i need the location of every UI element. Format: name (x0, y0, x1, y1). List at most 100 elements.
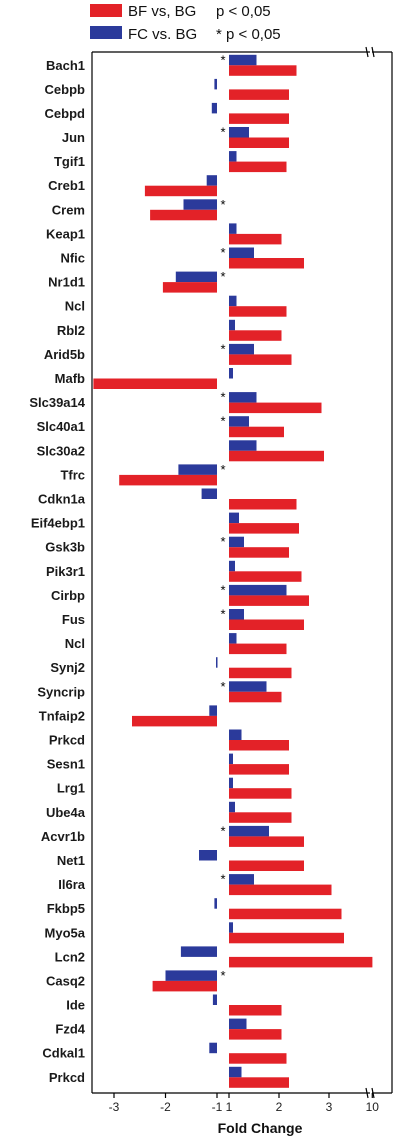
gene-label: Slc30a2 (37, 443, 85, 458)
bar-fc-ide (212, 994, 217, 1005)
legend-note-fc: * p < 0,05 (216, 26, 281, 43)
axis-break-bottom-2 (371, 1087, 375, 1099)
bar-fc-il6ra (229, 874, 254, 885)
bar-fc-net1 (199, 850, 217, 861)
gene-label: Creb1 (48, 178, 85, 193)
bar-bf-prkcd (229, 1077, 289, 1088)
bar-bf-fus (229, 619, 304, 630)
gene-label: Arid5b (44, 347, 85, 362)
significance-star: * (220, 607, 225, 622)
bar-fc-myo5a (229, 922, 233, 933)
bars (93, 54, 373, 1088)
bar-fc-prkcd (229, 1066, 242, 1078)
x-tick-label: -3 (109, 1100, 120, 1114)
bar-bf-jun (229, 137, 289, 148)
significance-star: * (220, 341, 225, 356)
significance-star: * (220, 582, 225, 597)
gene-label: Crem (52, 202, 85, 217)
gene-label: Keap1 (46, 226, 85, 241)
bar-fc-sesn1 (229, 753, 233, 765)
bar-fc-cirbp (229, 584, 287, 596)
gene-label: Lrg1 (57, 781, 85, 796)
bar-fc-nfic (229, 247, 254, 258)
legend-note-bf: p < 0,05 (216, 3, 271, 20)
gene-label: Prkcd (49, 1070, 85, 1085)
bar-bf-bach1 (229, 65, 297, 76)
bar-fc-cebpd (211, 102, 217, 114)
significance-star: * (220, 125, 225, 140)
significance-star: * (220, 534, 225, 549)
bar-fc-gsk3b (229, 536, 244, 548)
bar-fc-tnfaip2 (209, 705, 217, 716)
bar-fc-ncl (229, 295, 237, 307)
gene-label: Ube4a (46, 805, 86, 820)
gene-label: Syncrip (37, 684, 85, 699)
bar-bf-pik3r1 (229, 571, 302, 582)
legend-label-fc: FC vs. BG (128, 26, 197, 43)
bar-bf-fzd4 (229, 1029, 282, 1040)
x-tick-label: -1 (212, 1100, 223, 1114)
gene-label: Myo5a (45, 925, 86, 940)
bar-fc-cdkn1a (201, 488, 217, 499)
gene-label: Prkcd (49, 733, 85, 748)
significance-star: * (220, 462, 225, 477)
legend-label-bf: BF vs, BG (128, 3, 196, 20)
gene-label: Net1 (57, 853, 85, 868)
x-tick-label: 1 (226, 1100, 233, 1114)
bar-bf-cdkn1a (229, 499, 297, 510)
axis-break-top-2 (371, 46, 375, 58)
bar-bf-ube4a (229, 812, 292, 823)
significance-star: * (220, 197, 225, 212)
gene-label: Cebpb (45, 82, 86, 97)
bar-bf-gsk3b (229, 547, 289, 558)
x-tick-label: 3 (326, 1100, 333, 1114)
gene-label: Fkbp5 (47, 901, 85, 916)
gene-label: Cebpd (45, 106, 86, 121)
bar-bf-arid5b (229, 354, 292, 365)
bar-bf-prkcd (229, 740, 289, 751)
bar-fc-fzd4 (229, 1018, 247, 1030)
gene-label: Sesn1 (47, 757, 85, 772)
bar-bf-slc40a1 (229, 426, 284, 438)
bar-bf-nfic (229, 258, 304, 269)
significance-star: * (220, 679, 225, 694)
bar-bf-casq2 (152, 980, 217, 992)
bar-bf-syncrip (229, 691, 282, 703)
significance-star: * (220, 390, 225, 405)
bar-bf-sesn1 (229, 764, 289, 775)
gene-label: Slc40a1 (37, 419, 85, 434)
bar-fc-fkbp5 (214, 898, 217, 909)
gene-label: Bach1 (46, 58, 85, 73)
gene-label: Tfrc (60, 467, 85, 482)
bar-bf-net1 (229, 860, 304, 871)
bar-fc-lrg1 (229, 777, 233, 789)
bar-bf-synj2 (229, 667, 292, 679)
bar-bf-tnfaip2 (132, 715, 217, 727)
bar-fc-keap1 (229, 223, 237, 234)
gene-label: Slc39a14 (29, 395, 85, 410)
bar-bf-keap1 (229, 233, 282, 245)
gene-label: Tnfaip2 (39, 708, 85, 723)
x-axis-title: Fold Change (218, 1120, 303, 1136)
bar-bf-nr1d1 (162, 282, 217, 293)
bar-bf-slc30a2 (229, 450, 324, 462)
gene-label: Tgif1 (54, 154, 85, 169)
significance-star: * (220, 269, 225, 284)
bar-fc-crem (183, 199, 217, 210)
bar-fc-slc30a2 (229, 440, 257, 451)
bar-bf-il6ra (229, 884, 332, 896)
axis-break-top-1 (365, 46, 369, 58)
bar-bf-myo5a (229, 932, 344, 944)
bar-bf-lcn2 (229, 956, 373, 968)
bar-fc-nr1d1 (175, 271, 217, 283)
bar-bf-rbl2 (229, 330, 282, 341)
bar-fc-jun (229, 127, 249, 138)
bar-fc-cebpb (214, 78, 217, 90)
legend-swatch-bf (90, 4, 122, 17)
significance-star: * (220, 52, 225, 67)
gene-label: Lcn2 (55, 949, 85, 964)
gene-label: Ncl (65, 299, 85, 314)
gene-labels: Bach1 Cebpb Cebpd Jun Tgif1 Creb1 Crem Keap1 Nfi… (29, 58, 85, 1085)
gene-label: Cdkn1a (38, 492, 86, 507)
